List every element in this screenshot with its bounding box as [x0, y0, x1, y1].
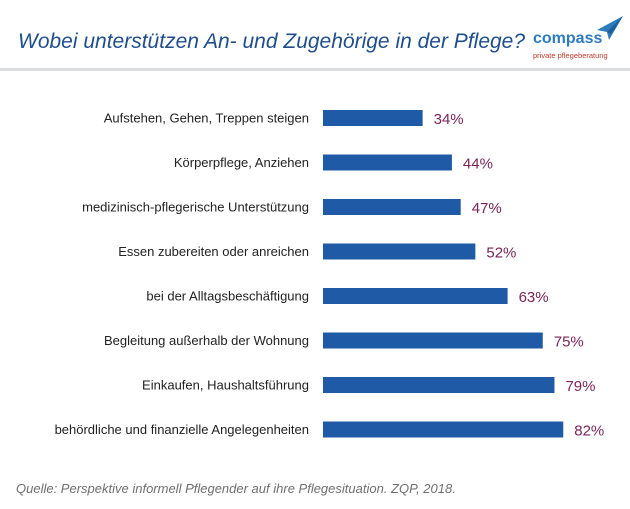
compass-logo: compass private pflegeberatung: [521, 16, 626, 64]
bar: [323, 332, 543, 349]
category-label: Einkaufen, Haushaltsführung: [142, 378, 309, 393]
value-label: 52%: [486, 245, 516, 262]
category-label: bei der Alltagsbeschäftigung: [146, 289, 309, 304]
category-label: Essen zubereiten oder anreichen: [118, 244, 309, 259]
bar: [323, 288, 508, 304]
bar: [323, 377, 555, 393]
logo-name: compass: [533, 30, 603, 47]
value-label: 79%: [565, 378, 595, 395]
value-label: 63%: [519, 289, 549, 306]
value-label: 47%: [472, 200, 502, 217]
value-label: 75%: [554, 334, 584, 351]
value-label: 44%: [463, 156, 493, 173]
category-label: Körperpflege, Anziehen: [174, 155, 309, 170]
bar: [323, 154, 452, 171]
bar: [323, 421, 564, 438]
source-note: Quelle: Perspektive informell Pflegender…: [16, 481, 456, 496]
value-label: 82%: [574, 423, 604, 440]
logo-subtitle: private pflegeberatung: [533, 51, 608, 60]
category-label: behördliche und finanzielle Angelegenhei…: [55, 422, 309, 437]
paper-plane-icon: [597, 16, 623, 40]
bar: [323, 110, 423, 126]
bar: [323, 243, 476, 260]
chart-title: Wobei unterstützen An- und Zugehörige in…: [18, 30, 526, 53]
category-label: medizinisch-pflegerische Unterstützung: [82, 200, 309, 215]
category-label: Aufstehen, Gehen, Treppen steigen: [104, 111, 309, 126]
value-label: 34%: [434, 111, 464, 128]
category-label: Begleitung außerhalb der Wohnung: [104, 333, 309, 348]
title-divider: [0, 68, 630, 71]
bar-chart: Aufstehen, Gehen, Treppen steigen 34% Körp…: [55, 110, 604, 440]
bar: [323, 199, 461, 215]
